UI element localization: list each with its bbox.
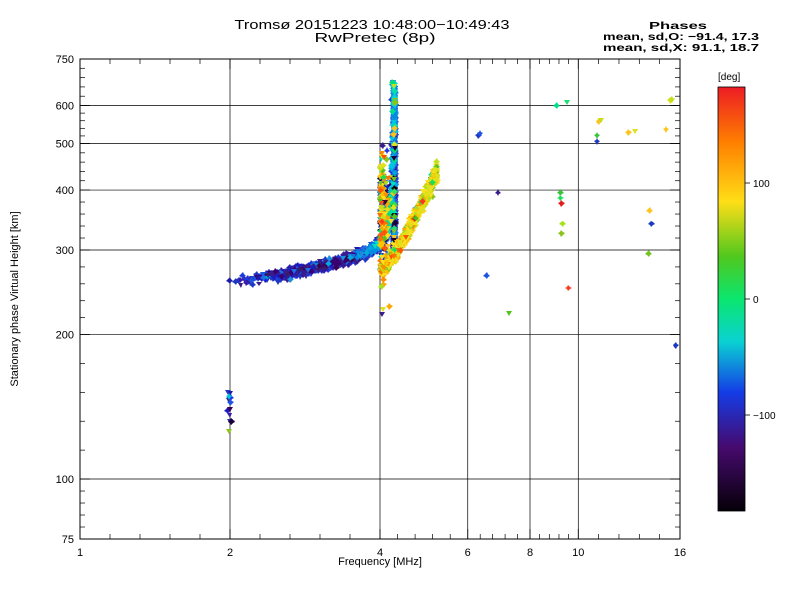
svg-text:200: 200	[56, 330, 74, 342]
svg-text:8: 8	[527, 547, 533, 559]
svg-text:6: 6	[465, 547, 471, 559]
svg-text:1: 1	[77, 547, 83, 559]
svg-text:10: 10	[572, 547, 584, 559]
svg-text:750: 750	[56, 54, 74, 66]
svg-text:−100: −100	[753, 411, 776, 422]
svg-text:[deg]: [deg]	[718, 72, 740, 83]
svg-text:16: 16	[674, 547, 686, 559]
svg-text:0: 0	[753, 295, 759, 306]
svg-text:100: 100	[753, 179, 770, 190]
svg-text:300: 300	[56, 245, 74, 257]
svg-text:500: 500	[56, 139, 74, 151]
svg-text:100: 100	[56, 474, 74, 486]
svg-text:RwPretec (8p): RwPretec (8p)	[315, 30, 436, 45]
svg-text:mean, sd,X: 91.1, 18.7: mean, sd,X: 91.1, 18.7	[603, 42, 759, 54]
svg-text:Frequency [MHz]: Frequency [MHz]	[338, 556, 422, 568]
svg-text:400: 400	[56, 185, 74, 197]
svg-text:600: 600	[56, 101, 74, 113]
svg-text:75: 75	[62, 534, 74, 546]
svg-text:2: 2	[227, 547, 233, 559]
svg-text:Stationary phase Virtual Heigh: Stationary phase Virtual Height [km]	[9, 211, 21, 386]
